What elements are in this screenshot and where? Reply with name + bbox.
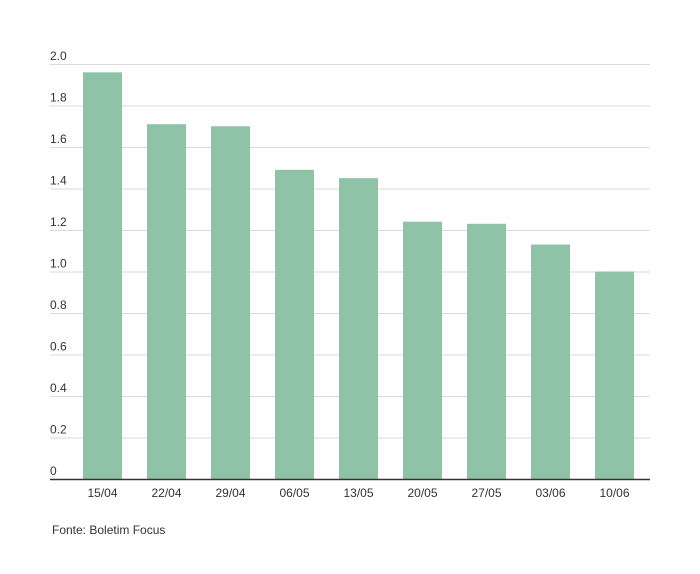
y-axis-ticks: 0 0.2 0.4 0.6 0.8 1.0 1.2 1.4 1.6 1.8 2.0	[50, 49, 67, 478]
y-tick-label: 2.0	[50, 49, 67, 63]
x-tick-label: 20/05	[407, 486, 437, 500]
x-tick-label: 03/06	[535, 486, 565, 500]
x-tick-label: 13/05	[343, 486, 373, 500]
bar	[339, 178, 378, 479]
x-axis-ticks: 15/04 22/04 29/04 06/05 13/05 20/05 27/05 03/06…	[87, 486, 629, 500]
x-tick-label: 29/04	[215, 486, 245, 500]
bar	[531, 244, 570, 479]
bar	[275, 169, 314, 479]
y-tick-label: 1.0	[50, 257, 67, 271]
bar	[83, 72, 122, 480]
bar	[595, 271, 634, 479]
bar	[467, 223, 506, 479]
y-tick-label: 0	[50, 464, 57, 478]
bar	[211, 126, 250, 479]
y-tick-label: 0.4	[50, 381, 67, 395]
y-tick-label: 0.6	[50, 340, 67, 354]
x-tick-label: 22/04	[151, 486, 181, 500]
y-tick-label: 0.8	[50, 298, 67, 312]
x-tick-label: 06/05	[279, 486, 309, 500]
source-note: Fonte: Boletim Focus	[52, 523, 166, 537]
x-tick-label: 27/05	[471, 486, 501, 500]
y-tick-label: 1.2	[50, 215, 67, 229]
y-tick-label: 1.6	[50, 132, 67, 146]
x-tick-label: 15/04	[87, 486, 117, 500]
y-tick-label: 1.8	[50, 91, 67, 105]
y-tick-label: 0.2	[50, 423, 67, 437]
x-tick-label: 10/06	[599, 486, 629, 500]
y-tick-label: 1.4	[50, 174, 67, 188]
bar	[147, 124, 186, 480]
bars	[83, 72, 634, 480]
bar	[403, 221, 442, 479]
